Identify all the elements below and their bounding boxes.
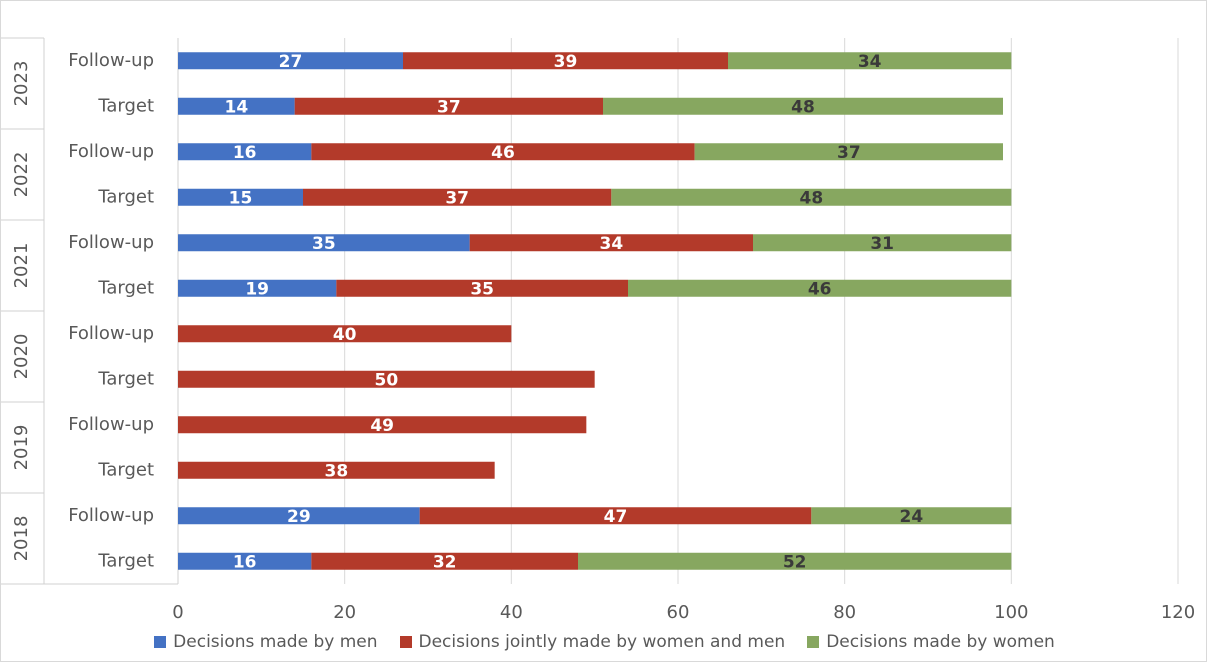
group-label: 2022 [11,152,32,198]
bar-segment [178,370,595,388]
bar-segment [336,279,628,297]
data-label: 46 [808,279,832,299]
x-tick-label: 100 [994,602,1028,623]
data-label: 29 [287,507,311,527]
bar-segment [178,52,403,70]
x-tick-label: 120 [1161,602,1195,623]
data-label: 48 [799,188,823,208]
data-label: 49 [370,416,394,436]
data-label: 31 [870,234,894,254]
bar-segment [178,552,312,570]
bar-segment [178,416,587,434]
data-label: 50 [374,370,398,390]
bar-segment [178,143,312,161]
bar-segment [178,325,512,343]
bar-segment [311,552,578,570]
legend-label-men: Decisions made by men [173,632,378,652]
legend-label-joint: Decisions jointly made by women and men [418,632,786,652]
data-label: 48 [791,97,815,117]
x-tick-label: 40 [500,602,523,623]
group-label: 2020 [11,334,32,380]
bar-segment [178,234,470,252]
bar-segment [311,143,695,161]
bar-segment [303,188,612,206]
data-label: 35 [470,279,494,299]
data-label: 46 [491,143,515,163]
data-label: 47 [604,507,628,527]
bar-segment [603,97,1003,115]
bar-segment [294,97,603,115]
bar-segment [728,52,1012,70]
data-label: 24 [899,507,923,527]
row-label: Follow-up [68,50,154,71]
data-label: 14 [224,97,248,117]
row-label: Target [97,95,154,116]
row-label: Target [97,550,154,571]
legend-item-women: Decisions made by women [807,632,1055,652]
x-tick-label: 20 [333,602,356,623]
x-tick-label: 60 [667,602,690,623]
bar-segment [611,188,1012,206]
row-label: Follow-up [68,141,154,162]
legend-swatch-women [807,636,820,648]
data-label: 34 [599,234,623,254]
row-label: Target [97,186,154,207]
group-label: 2018 [11,516,32,562]
bar-segment [178,188,303,206]
data-label: 38 [324,461,348,481]
data-label: 19 [245,279,269,299]
legend-item-joint: Decisions jointly made by women and men [399,632,786,652]
bar-segment [178,507,420,525]
data-label: 15 [229,188,253,208]
bar-segment [694,143,1003,161]
data-label: 39 [554,52,578,72]
row-label: Follow-up [68,323,154,344]
x-tick-label: 0 [172,602,183,623]
data-label: 16 [233,143,257,163]
bar-segment [578,552,1012,570]
bar-segment [178,279,337,297]
row-label: Target [97,459,154,480]
data-label: 37 [445,188,469,208]
bar-segment [628,279,1012,297]
group-label: 2019 [11,425,32,471]
data-label: 32 [433,552,457,572]
row-label: Follow-up [68,505,154,526]
group-label: 2021 [11,243,32,289]
legend: Decisions made by men Decisions jointly … [0,626,1209,658]
bar-segment [811,507,1012,525]
legend-item-men: Decisions made by men [154,632,378,652]
legend-swatch-men [154,636,167,648]
bar-segment [403,52,728,70]
group-label: 2023 [11,61,32,107]
bar-segment [469,234,753,252]
data-label: 27 [279,52,303,72]
bar-segment [419,507,812,525]
legend-swatch-joint [399,636,412,648]
data-label: 34 [858,52,882,72]
row-label: Target [97,277,154,298]
bar-segment [753,234,1012,252]
bar-segment [178,461,495,479]
data-label: 52 [783,552,807,572]
bar-segment [178,97,295,115]
row-label: Follow-up [68,414,154,435]
x-tick-label: 80 [833,602,856,623]
data-label: 35 [312,234,336,254]
data-label: 37 [837,143,861,163]
data-label: 40 [333,325,357,345]
row-label: Target [97,368,154,389]
legend-label-women: Decisions made by women [826,632,1055,652]
data-label: 16 [233,552,257,572]
row-label: Follow-up [68,232,154,253]
data-label: 37 [437,97,461,117]
